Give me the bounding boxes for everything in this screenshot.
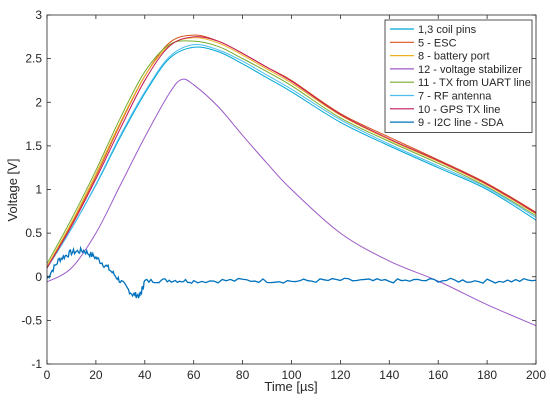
legend-entry: 5 - ESC	[418, 37, 457, 49]
x-tick-label: 60	[187, 368, 201, 382]
legend-entry: 7 - RF antenna	[418, 91, 492, 103]
y-tick-label: 0.5	[25, 226, 42, 240]
y-tick-label: 3	[35, 8, 42, 22]
x-tick-label: 200	[526, 368, 546, 382]
x-tick-label: 180	[477, 368, 497, 382]
x-axis-label: Time [µs]	[264, 379, 317, 394]
series-line	[47, 43, 536, 269]
x-tick-label: 0	[44, 368, 51, 382]
x-tick-label: 40	[138, 368, 152, 382]
y-tick-label: 2	[35, 95, 42, 109]
plot-area	[47, 34, 536, 327]
x-tick-label: 100	[281, 368, 301, 382]
series-line	[47, 245, 536, 299]
x-tick-label: 120	[330, 368, 350, 382]
y-axis-label: Voltage [V]	[5, 159, 20, 222]
series-line	[47, 37, 536, 267]
x-tick-label: 20	[89, 368, 103, 382]
y-tick-label: 1	[35, 183, 42, 197]
legend-box	[384, 19, 533, 133]
x-tick-label: 160	[428, 368, 448, 382]
series-line	[47, 40, 536, 264]
series-line	[47, 78, 536, 327]
series-line	[47, 46, 536, 269]
legend-entry: 12 - voltage stabilizer	[418, 64, 522, 76]
y-tick-label: 1.5	[25, 139, 42, 153]
legend-entry: 8 - battery port	[418, 51, 490, 63]
legend-entry: 10 - GPS TX line	[418, 104, 500, 116]
legend-entry: 1,3 coil pins	[418, 24, 477, 36]
legend-entry: 9 - I2C line - SDA	[418, 117, 504, 129]
series-line	[47, 36, 536, 269]
legend-entry: 11 - TX from UART line	[418, 77, 531, 89]
x-tick-label: 140	[379, 368, 399, 382]
y-tick-label: 2.5	[25, 52, 42, 66]
y-tick-label: 0	[35, 270, 42, 284]
y-tick-label: -1	[31, 357, 42, 371]
y-tick-label: -0.5	[21, 313, 42, 327]
axes: 0 20 40 60 80 100 120 140 160 180 200 -1 -0.5 0 0.5 1 1.…	[21, 8, 546, 382]
x-tick-label: 80	[236, 368, 250, 382]
